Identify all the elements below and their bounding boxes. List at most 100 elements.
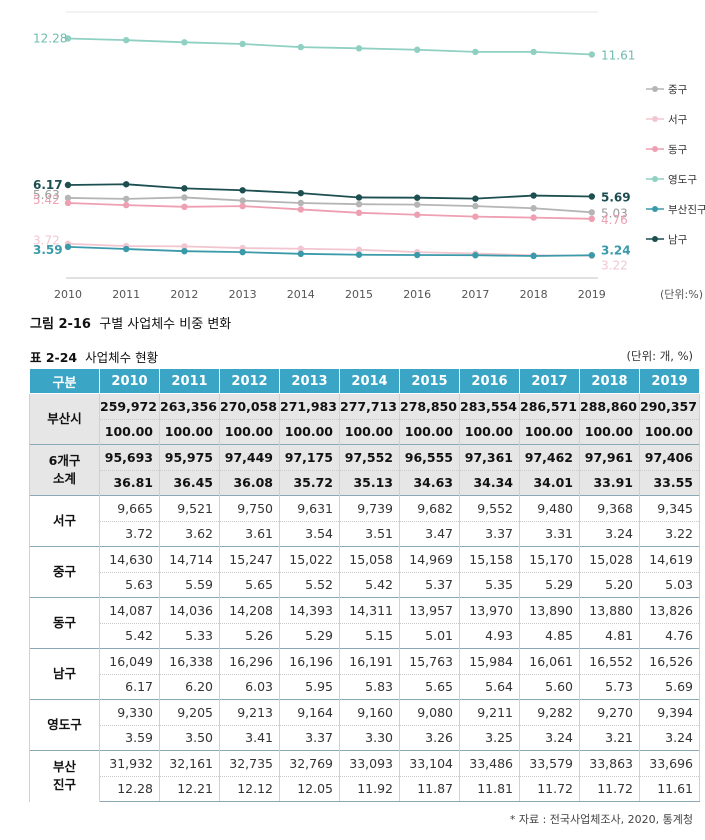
count-cell: 15,247 [219,546,280,572]
share-cell: 4.93 [459,622,520,649]
share-cell: 36.45 [159,469,220,496]
share-cell: 6.17 [99,673,160,700]
header-year-2018: 2018 [579,368,640,394]
table-row-share: 6.17 6.20 6.03 5.95 5.83 5.65 5.64 5.60 5.73 5.69 [30,673,700,700]
count-cell: 14,969 [399,546,460,572]
count-cell: 95,693 [99,444,160,470]
share-cell: 3.61 [219,520,280,547]
count-cell: 15,028 [579,546,640,572]
table-row-share: 3.59 3.50 3.41 3.37 3.30 3.26 3.25 3.24 3.21 3.24 [30,724,700,751]
table-row-share: 5.42 5.33 5.26 5.29 5.15 5.01 4.93 4.85 4.81 4.76 [30,622,700,649]
x-tick-label: 2013 [229,288,257,301]
table-row-count: 남구 16,049 16,338 16,296 16,196 16,191 15,763 15… [29,648,700,700]
data-point-중구 [588,209,595,216]
data-point-남구 [355,194,363,201]
table-row-count: 서구 9,665 9,521 9,750 9,631 9,739 9,682 9,552 9,4… [29,495,700,547]
share-cell: 11.72 [579,775,640,802]
data-point-중구 [414,201,421,208]
count-cell: 14,630 [99,546,160,572]
count-cell: 16,338 [159,648,220,674]
data-point-동구 [355,209,363,217]
count-cell: 14,087 [99,597,160,623]
share-cell: 34.01 [519,469,580,496]
count-cell: 13,970 [459,597,520,623]
data-point-남구 [530,192,537,199]
share-cell: 100.00 [99,418,160,445]
share-cell: 3.62 [159,520,220,547]
data-point-남구 [181,185,188,192]
row-header: 중구 [29,546,100,598]
start-label: 3.59 [33,243,63,257]
header-year-2010: 2010 [99,368,160,394]
count-cell: 16,526 [639,648,700,674]
legend-label: 남구 [668,234,688,246]
data-point-서구 [297,245,304,252]
count-cell: 15,763 [399,648,460,674]
table-row-share: 3.72 3.62 3.61 3.54 3.51 3.47 3.37 3.31 3.24 3.22 [30,520,700,547]
row-header: 6개구 소계 [29,444,100,496]
share-cell: 34.34 [459,469,520,496]
header-year-2011: 2011 [159,368,220,394]
count-cell: 259,972 [99,393,160,419]
data-point-영도구 [588,51,595,58]
count-cell: 32,769 [279,750,340,776]
count-cell: 288,860 [579,393,640,419]
count-cell: 9,682 [399,495,460,521]
data-point-중구 [297,199,304,207]
table-unit: (단위: 개, %) [626,349,693,363]
count-cell: 97,361 [459,444,520,470]
count-cell: 9,211 [459,699,520,725]
share-cell: 11.61 [639,775,700,802]
share-cell: 5.65 [219,571,280,598]
data-point-동구 [297,206,304,213]
start-label: 5.63 [33,188,60,202]
share-cell: 35.72 [279,469,340,496]
share-cell: 5.37 [399,571,460,598]
table-header-row: 구분 2010 2011 2012 2013 2014 2015 2016 2017 2018 20… [29,368,700,394]
header-category: 구분 [29,368,100,394]
data-point-서구 [181,243,188,250]
share-cell: 5.42 [339,571,400,598]
count-cell: 263,356 [159,393,220,419]
data-point-동구 [239,202,246,210]
count-cell: 9,394 [639,699,700,725]
count-cell: 15,984 [459,648,520,674]
count-cell: 9,521 [159,495,220,521]
count-cell: 9,368 [579,495,640,521]
share-cell: 5.03 [639,571,700,598]
count-cell: 290,357 [639,393,700,419]
share-cell: 3.59 [99,724,160,751]
count-cell: 97,961 [579,444,640,470]
count-cell: 9,750 [219,495,280,521]
share-cell: 3.54 [279,520,340,547]
count-cell: 16,196 [279,648,340,674]
figure-title: 구별 사업체수 비중 변화 [99,317,232,332]
share-cell: 5.26 [219,622,280,649]
table-row-count: 6개구 소계 95,693 95,975 97,449 97,175 97,552 96,55… [29,444,700,496]
share-cell: 6.20 [159,673,220,700]
x-tick-label: 2014 [287,288,315,301]
data-point-중구 [181,194,188,201]
start-label: 6.17 [33,178,63,192]
share-cell: 12.21 [159,775,220,802]
share-cell: 100.00 [219,418,280,445]
share-cell: 11.87 [399,775,460,802]
share-cell: 4.76 [639,622,700,649]
count-cell: 9,205 [159,699,220,725]
count-cell: 9,282 [519,699,580,725]
table-row-count: 부산시 259,972 263,356 270,058 271,983 277,713 27… [29,393,700,445]
data-point-동구 [588,215,595,223]
data-point-영도구 [530,48,537,56]
share-cell: 34.63 [399,469,460,496]
data-point-부산진구 [530,252,537,260]
share-cell: 12.28 [99,775,160,802]
count-cell: 31,932 [99,750,160,776]
share-cell: 12.12 [219,775,280,802]
count-cell: 9,080 [399,699,460,725]
table-row-count: 영도구 9,330 9,205 9,213 9,164 9,160 9,080 9,211 9,… [29,699,700,751]
data-point-중구 [355,200,363,208]
share-cell: 3.37 [459,520,520,547]
share-cell: 3.30 [339,724,400,751]
share-cell: 100.00 [639,418,700,445]
share-cell: 3.51 [339,520,400,547]
